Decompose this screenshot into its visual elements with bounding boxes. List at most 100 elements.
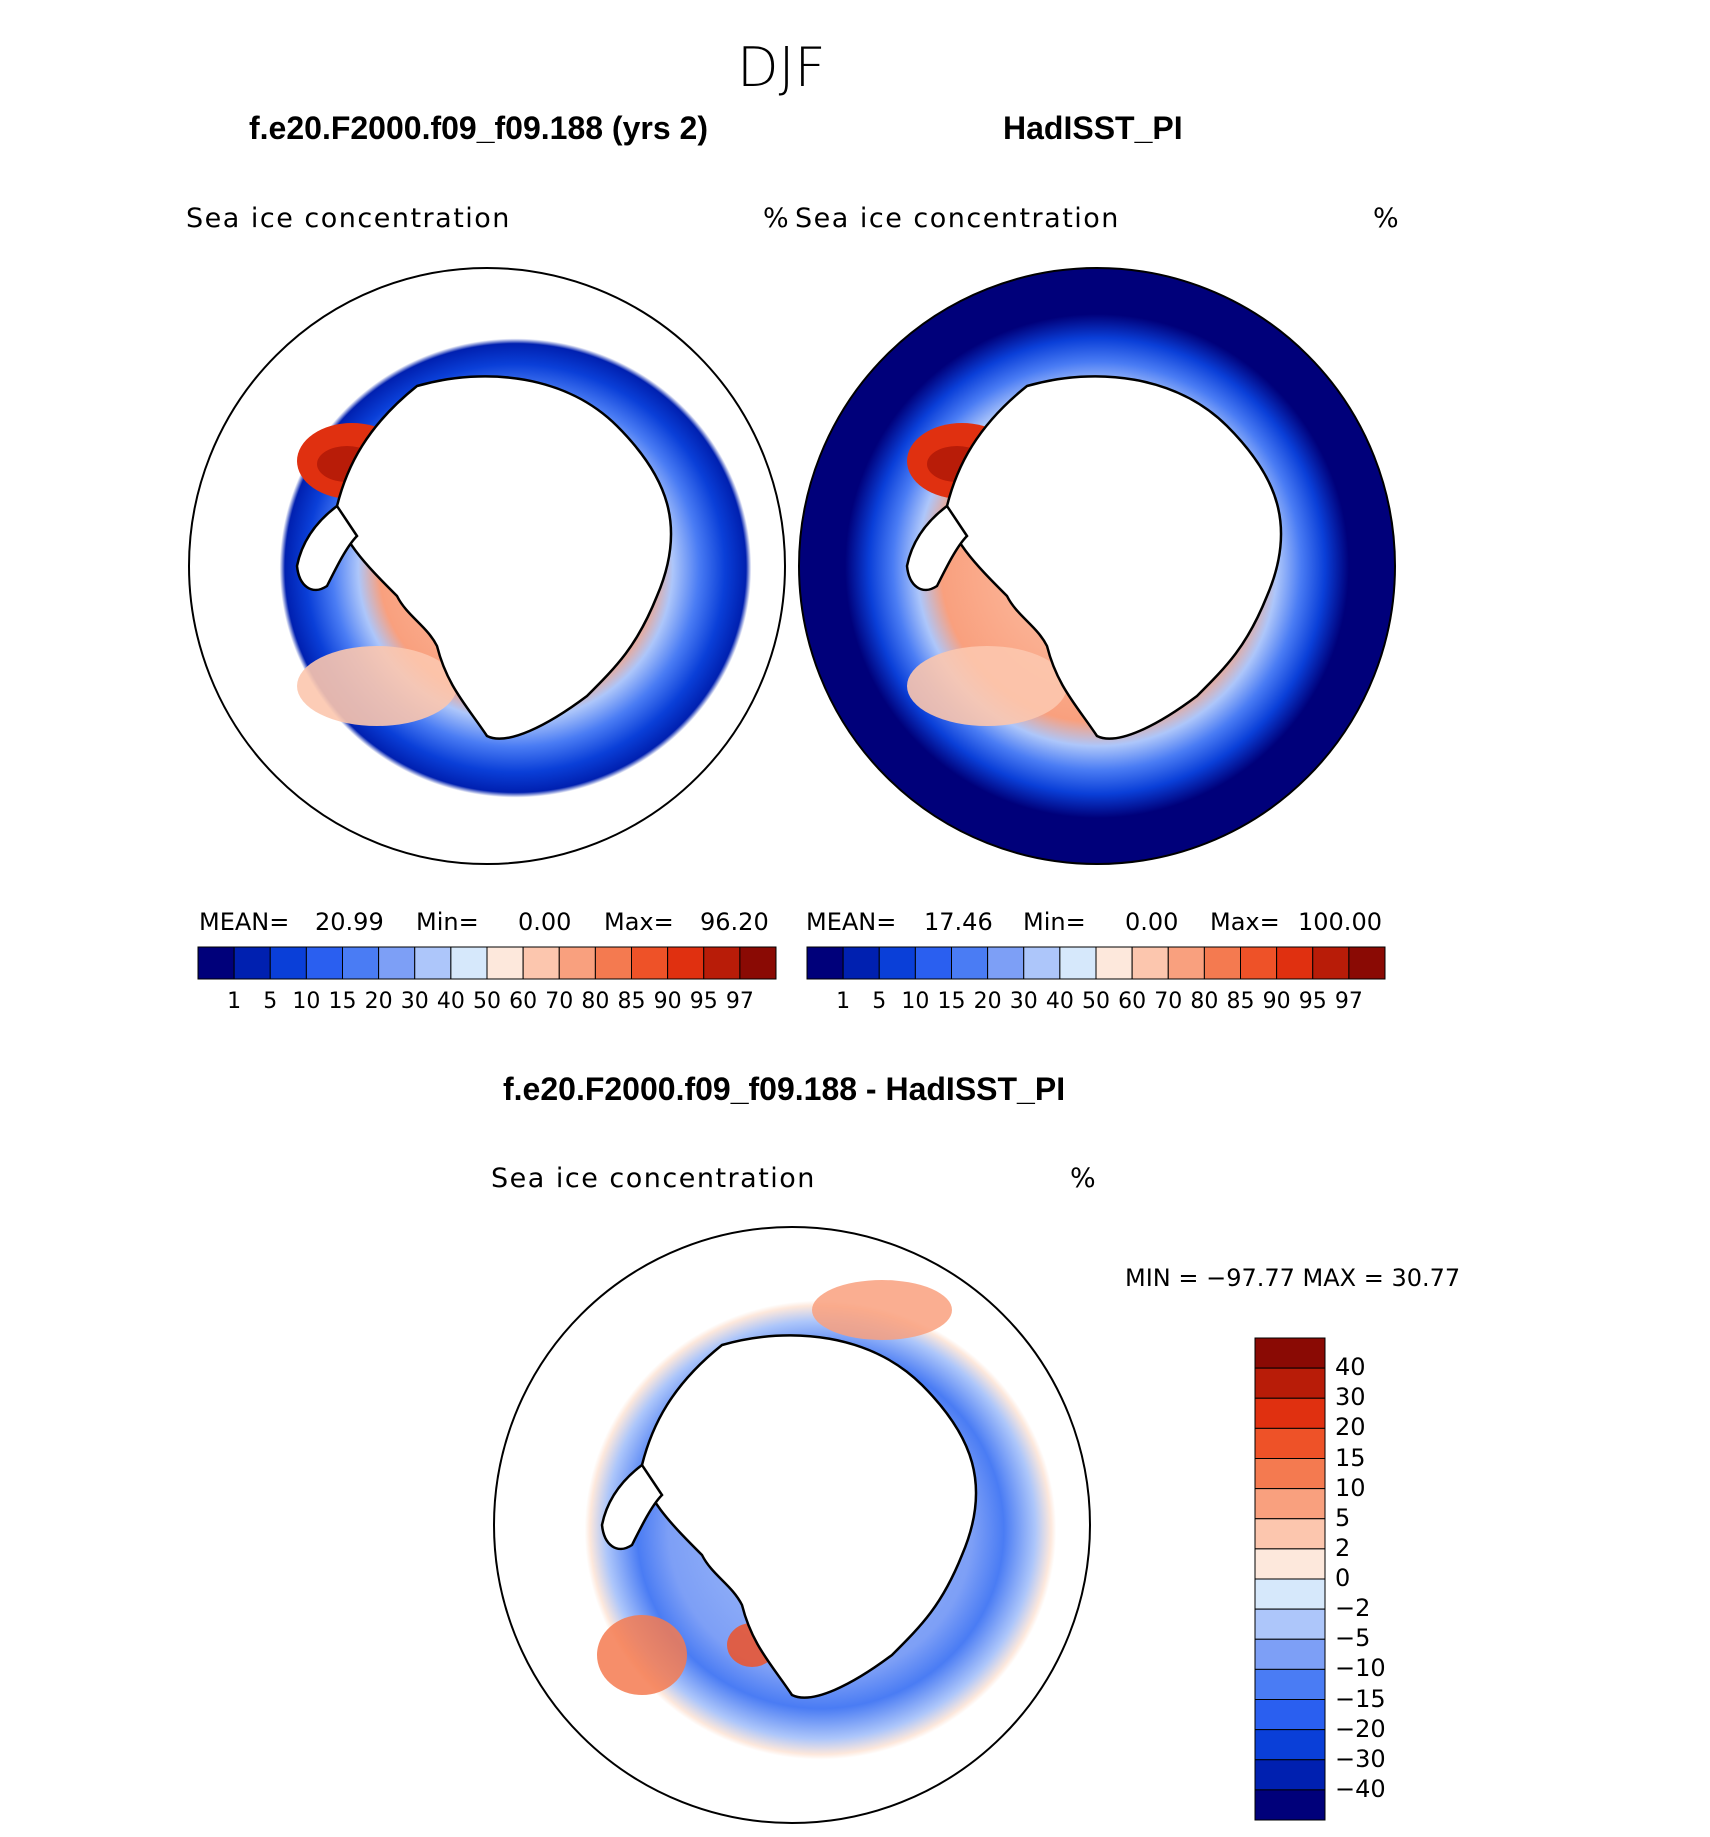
colorbar-observed-swatch [806, 946, 844, 980]
colorbar-observed-tick-label: 97 [1334, 989, 1363, 1014]
panel-2-subtitle: Sea ice concentration [795, 203, 1120, 234]
panel-2-mean-label: MEAN= [806, 908, 897, 936]
colorbar-difference-tick-label: −2 [1335, 1594, 1371, 1623]
colorbar-observed-tick-label: 1 [836, 989, 851, 1014]
panel-1-mean-label: MEAN= [199, 908, 290, 936]
colorbar-observed-swatch [987, 946, 1025, 980]
colorbar-observed-tick-label: 40 [1045, 989, 1074, 1014]
panel-3-minmax: MIN = −97.77 MAX = 30.77 [1125, 1264, 1461, 1292]
colorbar-model-swatch [342, 946, 380, 980]
colorbar-model-swatch [233, 946, 271, 980]
colorbar-difference-swatch [1254, 1668, 1326, 1700]
colorbar-difference-swatch [1254, 1397, 1326, 1429]
panel-1-min-label: Min= [416, 908, 479, 936]
panel-2-min-value: 0.00 [1125, 908, 1179, 936]
colorbar-model-swatch [739, 946, 777, 980]
colorbar-model-swatch [450, 946, 488, 980]
colorbar-difference-tick-label: 30 [1335, 1383, 1366, 1412]
colorbar-model-swatch [522, 946, 560, 980]
colorbar-model-swatch [269, 946, 307, 980]
colorbar-observed [806, 946, 1386, 980]
colorbar-model-tick-label: 95 [689, 989, 718, 1014]
panel-1-max-value: 96.20 [700, 908, 769, 936]
colorbar-difference-swatch [1254, 1458, 1326, 1490]
colorbar-difference-swatch [1254, 1518, 1326, 1550]
colorbar-model-swatch [558, 946, 596, 980]
colorbar-observed-tick-label: 20 [973, 989, 1002, 1014]
colorbar-difference-tick-label: −10 [1335, 1654, 1386, 1683]
map-difference [493, 1226, 1091, 1824]
map-observed-sea-ice [798, 267, 1396, 865]
colorbar-model-tick-label: 1 [227, 989, 242, 1014]
colorbar-observed-swatch [1312, 946, 1350, 980]
colorbar-model-tick-label: 10 [292, 989, 321, 1014]
antarctic-peninsula [600, 1463, 664, 1551]
colorbar-difference-swatch [1254, 1488, 1326, 1520]
colorbar-difference-swatch [1254, 1699, 1326, 1731]
figure-title: DJF [737, 36, 826, 99]
colorbar-model-swatch [414, 946, 452, 980]
colorbar-model-swatch [486, 946, 524, 980]
colorbar-difference-tick-label: 15 [1335, 1443, 1366, 1472]
panel-2-max-label: Max= [1210, 908, 1280, 936]
colorbar-difference-tick-label: −15 [1335, 1684, 1386, 1713]
panel-2-max-value: 100.00 [1298, 908, 1382, 936]
colorbar-observed-tick-label: 80 [1190, 989, 1219, 1014]
panel-1-units: % [763, 203, 791, 234]
colorbar-difference-tick-label: 20 [1335, 1413, 1366, 1442]
colorbar-difference-swatch [1254, 1548, 1326, 1580]
colorbar-model-swatch [667, 946, 705, 980]
colorbar-model-swatch [594, 946, 632, 980]
colorbar-model [197, 946, 777, 980]
panel-3-subtitle: Sea ice concentration [491, 1163, 816, 1194]
colorbar-model-tick-label: 60 [509, 989, 538, 1014]
colorbar-model-tick-label: 15 [328, 989, 357, 1014]
colorbar-observed-tick-label: 5 [872, 989, 887, 1014]
colorbar-observed-swatch [1023, 946, 1061, 980]
colorbar-difference-tick-label: −30 [1335, 1744, 1386, 1773]
colorbar-model-tick-label: 85 [617, 989, 646, 1014]
panel-2-min-label: Min= [1023, 908, 1086, 936]
colorbar-observed-tick-label: 95 [1298, 989, 1327, 1014]
colorbar-difference [1254, 1337, 1326, 1821]
colorbar-difference-swatch [1254, 1337, 1326, 1369]
colorbar-model-tick-label: 30 [400, 989, 429, 1014]
colorbar-observed-tick-label: 15 [937, 989, 966, 1014]
colorbar-difference-tick-label: 0 [1335, 1564, 1351, 1592]
colorbar-observed-tick-label: 85 [1226, 989, 1255, 1014]
panel-1-min-value: 0.00 [518, 908, 572, 936]
colorbar-model-swatch [197, 946, 235, 980]
positive-anomaly-ross [597, 1615, 687, 1695]
antarctic-peninsula [905, 504, 969, 592]
colorbar-difference-swatch [1254, 1608, 1326, 1640]
colorbar-difference-swatch [1254, 1427, 1326, 1459]
colorbar-difference-tick-label: −5 [1335, 1624, 1371, 1653]
colorbar-observed-tick-label: 90 [1262, 989, 1291, 1014]
antarctic-peninsula [295, 504, 359, 592]
colorbar-observed-swatch [1131, 946, 1169, 980]
colorbar-observed-tick-label: 30 [1009, 989, 1038, 1014]
panel-2-title: HadISST_PI [1003, 110, 1183, 146]
colorbar-difference-tick-label: 5 [1335, 1503, 1351, 1532]
positive-anomaly-north [812, 1280, 952, 1340]
panel-2-units: % [1373, 203, 1401, 234]
colorbar-model-swatch [378, 946, 416, 980]
colorbar-model-tick-label: 20 [364, 989, 393, 1014]
colorbar-model-tick-label: 70 [545, 989, 574, 1014]
colorbar-observed-swatch [951, 946, 989, 980]
colorbar-observed-swatch [842, 946, 880, 980]
colorbar-model-tick-label: 97 [725, 989, 754, 1014]
colorbar-observed-swatch [914, 946, 952, 980]
colorbar-observed-tick-label: 10 [901, 989, 930, 1014]
panel-1-title: f.e20.F2000.f09_f09.188 (yrs 2) [249, 110, 708, 146]
colorbar-observed-swatch [1276, 946, 1314, 980]
colorbar-difference-tick-label: 10 [1335, 1473, 1366, 1502]
colorbar-difference-tick-label: 40 [1335, 1353, 1366, 1382]
map-model-sea-ice [188, 267, 786, 865]
colorbar-difference-swatch [1254, 1367, 1326, 1399]
colorbar-model-tick-label: 5 [263, 989, 278, 1014]
colorbar-difference-swatch [1254, 1789, 1326, 1821]
colorbar-model-swatch [305, 946, 343, 980]
panel-1-mean-value: 20.99 [315, 908, 384, 936]
ross-sea-band [907, 646, 1067, 726]
